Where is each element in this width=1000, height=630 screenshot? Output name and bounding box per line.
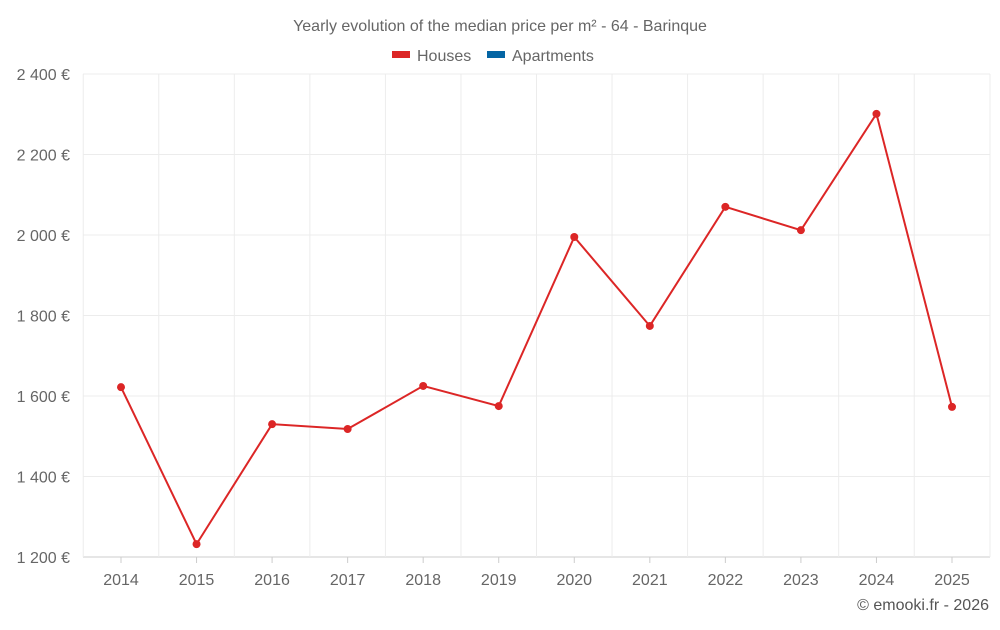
x-tick-label: 2022 bbox=[708, 572, 744, 589]
data-point bbox=[268, 420, 277, 429]
series bbox=[117, 109, 956, 549]
x-tick-label: 2014 bbox=[103, 572, 139, 589]
series-line-houses bbox=[120, 111, 953, 547]
credit: © emooki.fr - 2026 bbox=[857, 597, 989, 614]
data-point bbox=[343, 425, 352, 434]
data-point bbox=[796, 226, 805, 235]
legend-swatch-houses bbox=[392, 51, 410, 58]
x-tick-label: 2017 bbox=[330, 572, 366, 589]
y-tick-label: 1 200 € bbox=[17, 550, 70, 567]
data-point bbox=[645, 321, 654, 330]
x-tick-label: 2020 bbox=[556, 572, 592, 589]
x-tick-label: 2025 bbox=[934, 572, 970, 589]
data-point bbox=[117, 383, 125, 392]
x-tick-label: 2019 bbox=[481, 572, 517, 589]
y-tick-label: 1 400 € bbox=[17, 470, 70, 487]
y-tick-label: 2 200 € bbox=[17, 148, 70, 165]
y-tick-label: 1 600 € bbox=[17, 389, 70, 406]
y-axis: 1 200 € 1 400 € 1 600 € 1 800 € 2 000 € 2 200… bbox=[17, 67, 70, 567]
data-point bbox=[872, 109, 881, 118]
chart-title: Yearly evolution of the median price per… bbox=[293, 18, 707, 35]
x-tick-label: 2021 bbox=[632, 572, 668, 589]
y-tick-label: 2 400 € bbox=[17, 67, 70, 84]
x-tick-label: 2024 bbox=[859, 572, 895, 589]
x-tick-label: 2015 bbox=[179, 572, 215, 589]
data-point bbox=[570, 233, 579, 242]
data-point bbox=[192, 540, 201, 549]
x-tick-label: 2016 bbox=[254, 572, 290, 589]
grid bbox=[82, 73, 991, 558]
legend-swatch-apartments bbox=[487, 51, 505, 58]
data-point bbox=[419, 381, 428, 390]
data-point bbox=[494, 402, 503, 411]
data-point bbox=[948, 402, 956, 411]
y-tick-label: 2 000 € bbox=[17, 228, 70, 245]
x-tick-label: 2023 bbox=[783, 572, 819, 589]
data-point bbox=[721, 202, 730, 211]
x-tick-label: 2018 bbox=[405, 572, 441, 589]
x-axis: 2014 2015 2016 2017 2018 2019 2020 2021 2022 2023… bbox=[103, 557, 970, 589]
legend-label-houses: Houses bbox=[417, 48, 471, 65]
legend-label-apartments: Apartments bbox=[512, 48, 594, 65]
legend: Houses Apartments bbox=[392, 48, 594, 65]
y-tick-label: 1 800 € bbox=[17, 309, 70, 326]
